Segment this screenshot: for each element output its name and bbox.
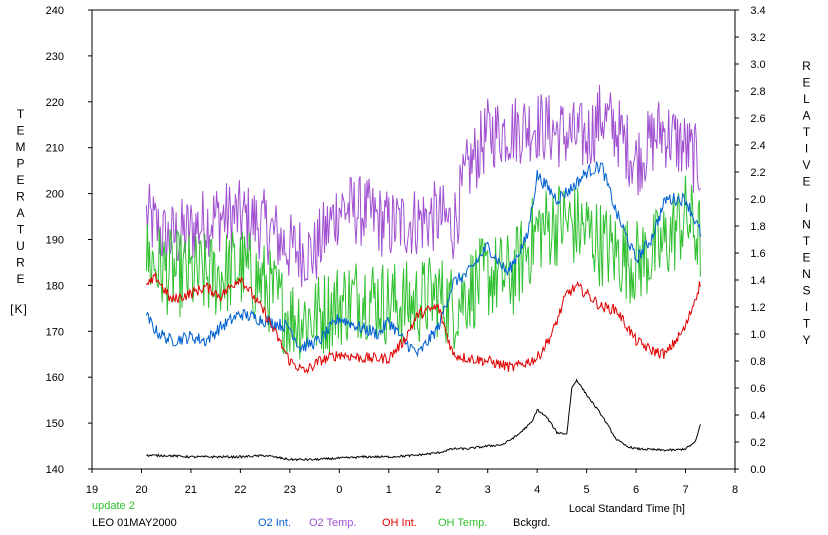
- x-axis-tick-labels: 19 20 21 22 23 0 1 2 3 4 5 6 7 8: [86, 484, 738, 496]
- x-axis-title: Local Standard Time [h]: [569, 503, 685, 515]
- left-axis-title-letter: T: [17, 107, 25, 121]
- series-line-bckgrd: [146, 378, 701, 462]
- legend: O2 Int. O2 Temp. OH Int. OH Temp. Bckgrd.: [258, 517, 550, 529]
- left-tick-label: 140: [46, 464, 64, 476]
- x-tick-label: 3: [485, 484, 491, 496]
- x-tick-label: 7: [682, 484, 688, 496]
- right-tick-label: 2.4: [750, 140, 765, 152]
- left-axis-tick-labels: 240 230 220 210 200 190 180 170 160 150 140: [46, 5, 64, 476]
- right-tick-label: 2.2: [750, 167, 765, 179]
- series-line-oh-temp: [145, 175, 701, 360]
- right-axis-tick-labels: 3.4 3.2 3.0 2.8 2.6 2.4 2.2 2.0 1.8 1.6 1.4 1.2 1.0 0…: [750, 5, 765, 476]
- series-line-o2-int: [145, 161, 701, 358]
- x-tick-label: 2: [435, 484, 441, 496]
- right-axis-title-letter: L: [803, 92, 811, 106]
- right-tick-label: 0.4: [750, 410, 765, 422]
- x-tick-label: 8: [732, 484, 738, 496]
- right-axis-title-letter: A: [802, 109, 811, 123]
- series-layer: [145, 84, 701, 462]
- x-tick-label: 4: [534, 484, 540, 496]
- left-tick-label: 230: [46, 51, 64, 63]
- right-tick-label: 0.8: [750, 356, 765, 368]
- right-axis-title-letter: N: [802, 267, 812, 281]
- series-line-o2-temp: [145, 84, 701, 288]
- right-axis-title-letter: R: [802, 59, 812, 73]
- left-tick-label: 240: [46, 5, 64, 17]
- legend-entry: OH Int.: [382, 517, 417, 529]
- left-tick-label: 190: [46, 235, 64, 247]
- left-axis-title-letter: P: [16, 157, 25, 171]
- legend-entry: Bckgrd.: [513, 517, 550, 529]
- right-tick-label: 1.4: [750, 275, 765, 287]
- series-line-oh-int: [145, 271, 701, 375]
- left-axis-title-letter: T: [17, 223, 25, 237]
- x-tick-label: 0: [336, 484, 342, 496]
- left-axis-title-letter: M: [16, 140, 27, 154]
- left-axis-title-letter: E: [16, 173, 25, 187]
- legend-entry: O2 Int.: [258, 517, 291, 529]
- x-tick-label: 23: [284, 484, 296, 496]
- right-tick-label: 1.6: [750, 248, 765, 260]
- x-tick-label: 20: [135, 484, 147, 496]
- right-tick-label: 1.2: [750, 302, 765, 314]
- left-tick-label: 210: [46, 143, 64, 155]
- right-tick-label: 1.8: [750, 221, 765, 233]
- right-axis-title-letter: I: [805, 300, 809, 314]
- left-tick-label: 150: [46, 418, 64, 430]
- left-axis-title-letter: R: [16, 190, 26, 204]
- update-annotation: update 2: [92, 500, 135, 512]
- left-tick-label: 220: [46, 97, 64, 109]
- right-axis-title-letter: V: [802, 158, 811, 172]
- right-tick-label: 3.4: [750, 5, 765, 17]
- right-tick-label: 3.2: [750, 32, 765, 44]
- x-tick-label: 5: [584, 484, 590, 496]
- right-tick-label: 0.2: [750, 437, 765, 449]
- x-tick-label: 6: [633, 484, 639, 496]
- axis-ticks: [88, 9, 739, 473]
- right-axis-title-letter: S: [802, 284, 811, 298]
- left-axis-title-letter: E: [16, 124, 25, 138]
- right-axis-title-letter: T: [803, 125, 811, 139]
- station-date-annotation: LEO 01MAY2000: [92, 517, 177, 529]
- right-tick-label: 2.6: [750, 113, 765, 125]
- right-axis-title-letter: I: [805, 142, 809, 156]
- x-tick-label: 1: [386, 484, 392, 496]
- left-axis-title-letter: E: [16, 272, 25, 286]
- right-axis-title-letter: E: [802, 175, 811, 189]
- right-tick-label: 2.8: [750, 86, 765, 98]
- left-axis-unit: [K]: [10, 302, 28, 316]
- right-tick-label: 0.0: [750, 464, 765, 476]
- right-tick-label: 3.0: [750, 59, 765, 71]
- x-tick-label: 21: [185, 484, 197, 496]
- left-tick-label: 180: [46, 280, 64, 292]
- right-axis-title-letter: T: [803, 317, 811, 331]
- right-tick-label: 1.0: [750, 329, 765, 341]
- right-axis-title-letter: I: [805, 201, 809, 215]
- left-tick-label: 160: [46, 372, 64, 384]
- right-axis-title-letter: E: [802, 76, 811, 90]
- left-tick-label: 170: [46, 326, 64, 338]
- right-tick-label: 2.0: [750, 194, 765, 206]
- x-tick-label: 19: [86, 484, 98, 496]
- left-axis-title-letter: R: [16, 256, 26, 270]
- legend-entry: OH Temp.: [438, 517, 487, 529]
- right-tick-label: 0.6: [750, 383, 765, 395]
- right-axis-title-letter: N: [802, 218, 812, 232]
- left-axis-title-letter: A: [16, 206, 25, 220]
- right-axis-title-letter: E: [802, 251, 811, 265]
- left-axis-title-letter: U: [16, 239, 26, 253]
- x-tick-label: 22: [234, 484, 246, 496]
- left-tick-label: 200: [46, 189, 64, 201]
- right-axis-title-letter: Y: [802, 333, 811, 347]
- legend-entry: O2 Temp.: [309, 517, 357, 529]
- right-axis-title-letter: T: [803, 234, 811, 248]
